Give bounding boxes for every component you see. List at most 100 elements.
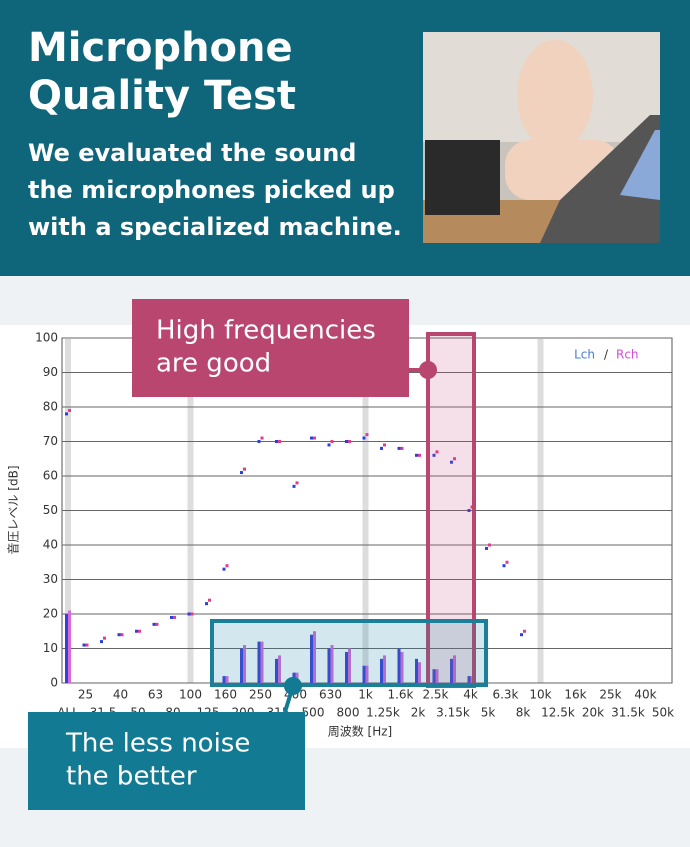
callout-text: High frequencies (156, 316, 376, 346)
data-dot (520, 633, 523, 637)
data-dot (100, 640, 103, 644)
x-tick-label: 6.3k (492, 688, 518, 702)
data-dot (488, 543, 491, 547)
noise-bar (68, 610, 71, 683)
noise-bar (453, 655, 456, 683)
data-dot (205, 602, 208, 606)
x-tick-label: 2k (411, 706, 426, 720)
noise-bar (260, 641, 264, 683)
title-line: Microphone (28, 25, 293, 71)
x-tick-label: 12.5k (541, 706, 575, 720)
data-dot (155, 622, 159, 626)
y-tick-label: 60 (43, 469, 58, 483)
y-tick-label: 80 (43, 400, 58, 414)
x-tick-label: 63 (148, 688, 163, 702)
y-axis-label: 音圧レベル [dB] (6, 465, 21, 554)
x-tick-label: 40k (634, 688, 656, 702)
x-tick-label: 250 (249, 688, 272, 702)
data-dot (397, 446, 401, 450)
data-dot (117, 633, 121, 637)
data-dot (208, 598, 211, 602)
noise-bar (330, 645, 334, 683)
data-dot (502, 564, 506, 568)
data-dot (380, 446, 383, 450)
data-dot (190, 612, 194, 616)
data-dot (432, 453, 436, 457)
subtitle-line: with a specialized machine. (28, 213, 402, 241)
x-tick-label: 25k (599, 688, 621, 702)
data-dot (225, 564, 229, 568)
data-dot (383, 443, 386, 447)
data-dot (187, 612, 191, 616)
y-tick-label: 100 (35, 331, 58, 345)
y-tick-label: 10 (43, 641, 58, 655)
x-tick-label: 10k (529, 688, 551, 702)
data-dot (365, 433, 369, 437)
x-axis-label: 周波数 [Hz] (328, 724, 393, 739)
x-tick-label: 40 (113, 688, 128, 702)
data-dot (505, 560, 509, 564)
noise-bar (435, 669, 439, 683)
legend-separator: / (604, 348, 609, 362)
callout-text: The less noise (65, 729, 250, 759)
data-dot (240, 471, 243, 475)
x-tick-label: 630 (319, 688, 342, 702)
noise-bar (348, 648, 351, 683)
data-dot (453, 457, 456, 461)
x-tick-label: 8k (516, 706, 531, 720)
data-dot (85, 643, 89, 647)
noise-bar (257, 641, 261, 683)
data-dot (222, 567, 226, 571)
data-dot (135, 629, 138, 633)
data-dot (327, 443, 331, 447)
data-dot (362, 436, 366, 440)
x-tick-label: 4k (463, 688, 478, 702)
data-dot (313, 436, 316, 440)
noise-bar (295, 672, 299, 683)
noise-bar (432, 669, 436, 683)
x-tick-label: 500 (302, 706, 325, 720)
noise-bar (310, 634, 313, 683)
data-dot (278, 440, 281, 443)
data-dot (65, 412, 68, 416)
data-dot (138, 629, 141, 633)
noise-bar (400, 651, 404, 683)
photo (423, 32, 660, 243)
noise-bar (278, 655, 281, 683)
x-tick-label: 16k (564, 688, 586, 702)
noise-bar (450, 658, 453, 683)
callout-box (132, 299, 409, 397)
noise-bar (418, 662, 421, 683)
highlight-box (210, 619, 488, 687)
noise-bar (222, 676, 226, 683)
y-tick-label: 70 (43, 434, 58, 448)
data-dot (330, 440, 334, 443)
noise-bar (383, 655, 386, 683)
data-dot (400, 446, 404, 450)
data-dot (418, 453, 421, 457)
x-tick-label: 800 (337, 706, 360, 720)
x-tick-label: 5k (481, 706, 496, 720)
connector-dot (419, 361, 437, 379)
x-tick-label: 100 (179, 688, 202, 702)
y-tick-label: 90 (43, 365, 58, 379)
data-dot (523, 629, 526, 633)
x-tick-label: 25 (78, 688, 93, 702)
noise-bar (380, 658, 383, 683)
data-dot (450, 460, 453, 464)
legend: Lch / Rch (574, 348, 638, 362)
callout-text: the better (66, 762, 197, 792)
data-dot (103, 636, 106, 640)
data-dot (257, 440, 261, 443)
y-tick-label: 40 (43, 538, 58, 552)
data-dot (310, 436, 313, 440)
noise-bar (313, 631, 316, 683)
data-dot (345, 440, 348, 443)
y-tick-label: 50 (43, 503, 58, 517)
title-line: Quality Test (28, 73, 296, 119)
y-tick-label: 0 (50, 676, 58, 690)
x-tick-label: 1k (358, 688, 373, 702)
connector-dot (284, 677, 302, 695)
